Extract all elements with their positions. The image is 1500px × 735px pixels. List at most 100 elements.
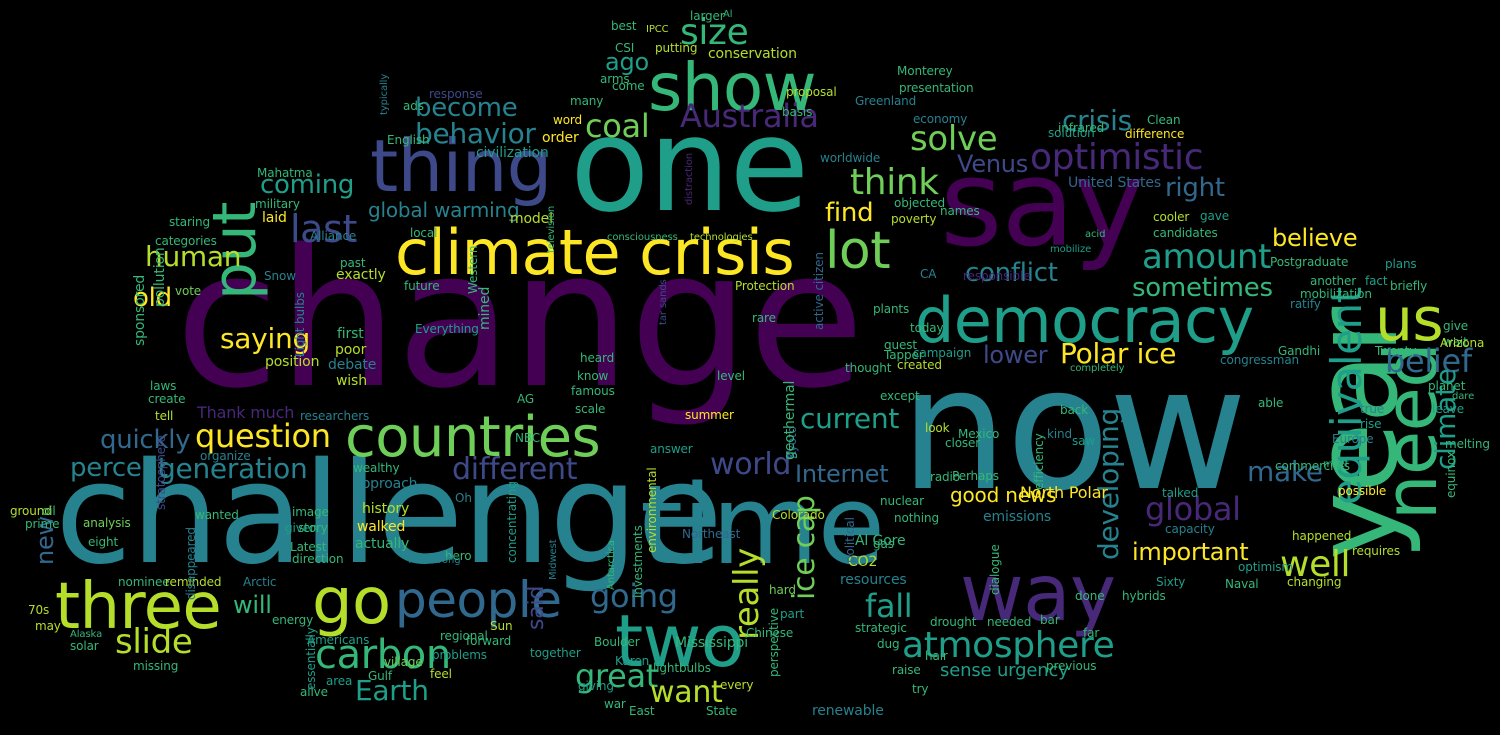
cloud-word: Alliance — [310, 229, 357, 243]
cloud-word: today — [910, 321, 944, 335]
cloud-word: Al — [723, 9, 733, 20]
cloud-word: change — [175, 209, 865, 430]
cloud-word: conservation — [708, 46, 797, 62]
cloud-word: CO2 — [848, 554, 878, 570]
cloud-word: crisis — [1062, 104, 1132, 137]
cloud-word: scale — [575, 402, 606, 416]
cloud-word: will — [233, 591, 272, 619]
cloud-word: possible — [1338, 484, 1387, 498]
cloud-word: old — [133, 283, 172, 313]
cloud-word: Latest — [290, 540, 327, 554]
cloud-word: melting — [1445, 437, 1490, 451]
cloud-word: Everything — [415, 322, 479, 336]
cloud-word: Polar ice — [1060, 337, 1177, 370]
cloud-word: wait — [1443, 335, 1468, 349]
cloud-word: history — [362, 501, 410, 517]
cloud-word: equinox — [1444, 451, 1458, 498]
cloud-word: Alaska — [70, 629, 103, 640]
cloud-word: believe — [1272, 224, 1358, 252]
cloud-word: Karen — [615, 654, 650, 668]
cloud-word: mobilization — [1300, 287, 1372, 301]
cloud-word: forward — [466, 634, 512, 648]
cloud-word: poor — [335, 342, 367, 358]
cloud-word: East — [629, 704, 655, 718]
cloud-word: part — [780, 607, 805, 621]
cloud-word: IPCC — [646, 24, 669, 35]
cloud-word: many — [570, 94, 604, 108]
cloud-word: question — [195, 417, 331, 455]
cloud-word: become — [415, 93, 518, 123]
cloud-word: come — [612, 79, 645, 93]
cloud-word: able — [1258, 396, 1284, 410]
cloud-word: analysis — [83, 516, 131, 530]
cloud-word: nothing — [894, 511, 939, 525]
cloud-word: Americans — [307, 633, 370, 647]
cloud-word: Mexico — [958, 427, 1000, 441]
cloud-word: commercials — [1275, 459, 1350, 473]
cloud-word: Snow — [264, 269, 296, 283]
cloud-word: want — [650, 675, 723, 710]
cloud-word: except — [880, 389, 920, 403]
cloud-word: Colorado — [772, 508, 825, 522]
cloud-word: Northeast — [682, 527, 741, 541]
cloud-word: eight — [88, 535, 119, 549]
cloud-word: television — [546, 205, 557, 253]
cloud-word: proposal — [786, 85, 837, 99]
cloud-word: lower — [983, 341, 1048, 369]
cloud-word: sponsored — [132, 274, 148, 346]
cloud-word: capacity — [1165, 522, 1215, 536]
cloud-word: NBC — [515, 431, 541, 445]
cloud-word: military — [255, 197, 300, 211]
cloud-word: investments — [631, 525, 645, 598]
cloud-word: global — [1145, 490, 1241, 528]
cloud-word: belief — [1385, 342, 1472, 380]
cloud-word: given — [285, 521, 318, 535]
cloud-word: drought — [930, 615, 977, 629]
cloud-word: pollution — [152, 247, 168, 307]
cloud-word: true — [1360, 402, 1385, 416]
cloud-word: regional — [440, 629, 488, 643]
cloud-word: Boulder — [594, 635, 640, 649]
cloud-word: nuclear — [880, 494, 924, 508]
cloud-word: Internet — [795, 460, 889, 488]
cloud-word: coming — [260, 170, 355, 200]
cloud-word: give — [1443, 319, 1468, 333]
cloud-word: economy — [913, 112, 968, 126]
cloud-word: laws — [150, 379, 177, 393]
cloud-word: summer — [685, 408, 734, 422]
cloud-word: far — [1083, 626, 1100, 640]
cloud-word: lot — [825, 221, 891, 281]
cloud-word: wealthy — [353, 461, 400, 475]
cloud-word: last — [290, 207, 358, 251]
cloud-word: people — [395, 571, 562, 629]
cloud-word: right — [1165, 173, 1225, 203]
cloud-word: different — [452, 452, 578, 487]
cloud-word: actually — [355, 536, 410, 552]
cloud-word: Sixty — [1156, 575, 1186, 589]
cloud-word: disappeared — [184, 527, 198, 600]
cloud-word: generation — [158, 452, 308, 485]
cloud-word: mobilize — [1050, 244, 1092, 255]
cloud-word: missing — [133, 659, 179, 673]
cloud-word: energy — [272, 613, 314, 627]
cloud-word: Earth — [355, 674, 429, 707]
cloud-word: geothermal — [782, 380, 798, 460]
cloud-word: completely — [1070, 363, 1125, 374]
cloud-word: village — [384, 655, 423, 669]
cloud-word: walked — [357, 519, 406, 535]
cloud-word: famous — [571, 384, 615, 398]
cloud-word: way — [960, 549, 1116, 639]
cloud-word: dialogue — [988, 544, 1002, 595]
cloud-word: Antarctica — [606, 540, 617, 590]
cloud-word: campaign — [913, 346, 972, 360]
cloud-word: staring — [169, 215, 210, 229]
cloud-word: Postgraduate — [1270, 255, 1349, 269]
cloud-word: word — [553, 113, 583, 127]
cloud-word: image — [292, 505, 329, 519]
cloud-word: Midwest — [548, 539, 559, 580]
cloud-word: ads — [403, 99, 424, 113]
cloud-word: consciousness — [607, 232, 678, 243]
cloud-word: world — [710, 447, 792, 482]
cloud-word: future — [404, 279, 440, 293]
cloud-word: concentrating — [505, 481, 519, 563]
